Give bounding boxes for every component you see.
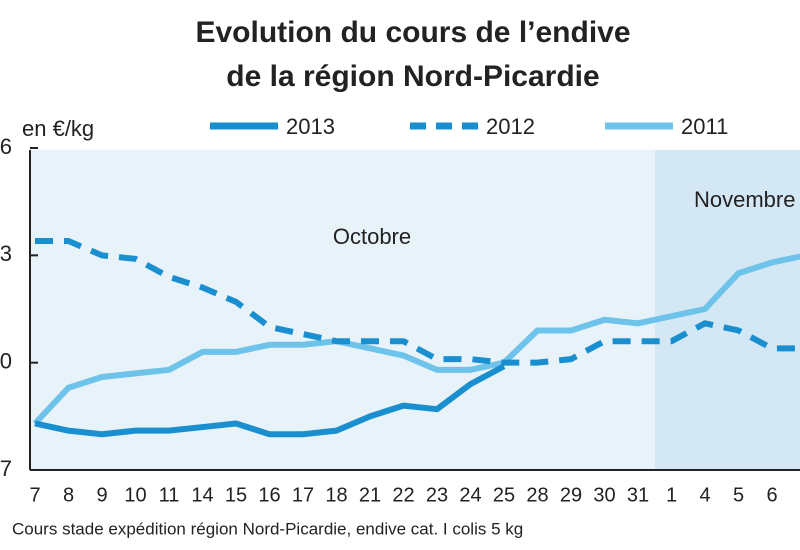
x-tick-label: 5 xyxy=(733,484,744,506)
x-tick-label: 18 xyxy=(325,484,347,506)
x-tick-label: 11 xyxy=(159,484,180,506)
period-band xyxy=(654,150,800,470)
x-tick-label: 4 xyxy=(699,484,710,506)
y-tick-label: 1,0 xyxy=(0,348,12,373)
y-axis-label: en €/kg xyxy=(22,116,94,141)
x-tick-label: 16 xyxy=(258,484,280,506)
x-tick-label: 9 xyxy=(96,484,107,506)
x-tick-label: 21 xyxy=(359,484,381,506)
x-tick-label: 24 xyxy=(459,484,481,506)
x-tick-label: 31 xyxy=(627,484,649,506)
y-tick-label: 1,3 xyxy=(0,241,12,266)
x-tick-label: 8 xyxy=(63,484,74,506)
series-line xyxy=(34,363,506,438)
chart-title: Evolution du cours de l’endive xyxy=(195,16,630,49)
x-tick-label: 25 xyxy=(493,484,515,506)
x-tick-label: 6 xyxy=(766,484,777,506)
x-tick-label: 1 xyxy=(666,484,677,506)
chart-title: de la région Nord-Picardie xyxy=(226,60,599,93)
y-tick-label: 1,6 xyxy=(0,134,12,159)
series-line xyxy=(35,238,800,366)
source-note: Cours stade expédition région Nord-Picar… xyxy=(12,519,523,538)
y-tick-label: 0,7 xyxy=(0,456,12,481)
legend-label: 2013 xyxy=(286,114,335,139)
x-tick-label: 15 xyxy=(225,484,247,506)
period-band xyxy=(30,150,655,470)
x-tick-label: 23 xyxy=(426,484,448,506)
series-line xyxy=(32,253,800,426)
x-tick-label: 28 xyxy=(526,484,548,506)
x-tick-label: 14 xyxy=(191,484,213,506)
x-tick-label: 10 xyxy=(124,484,146,506)
period-label: Octobre xyxy=(333,224,411,249)
x-tick-label: 30 xyxy=(593,484,615,506)
period-label: Novembre xyxy=(694,187,795,212)
x-tick-label: 29 xyxy=(560,484,582,506)
legend-label: 2012 xyxy=(486,114,535,139)
x-tick-label: 22 xyxy=(392,484,414,506)
x-tick-label: 17 xyxy=(292,484,314,506)
legend-label: 2011 xyxy=(681,114,728,139)
x-tick-label: 7 xyxy=(29,484,40,506)
